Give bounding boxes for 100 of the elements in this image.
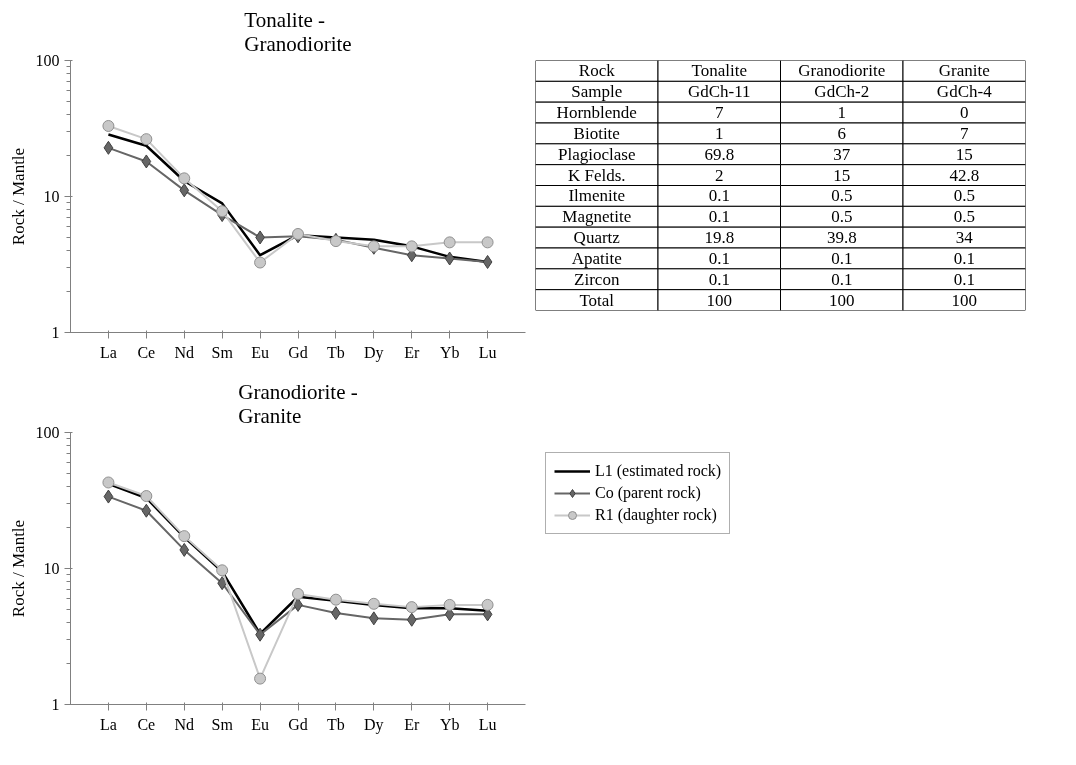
point	[405, 240, 418, 253]
x-tick-label: Tb	[327, 715, 345, 733]
x-tick-label: Tb	[327, 343, 345, 361]
text: 15	[833, 165, 851, 185]
text: 0.1	[953, 248, 975, 268]
x-tick-label: Dy	[364, 343, 384, 362]
text: 0	[960, 103, 969, 123]
point	[216, 564, 229, 577]
point	[443, 598, 456, 611]
text: 1	[837, 103, 846, 123]
category-label: K Felds.	[567, 165, 626, 185]
point	[102, 119, 115, 132]
point	[140, 490, 153, 503]
y-tick-label: 100	[35, 52, 60, 69]
category-label: Tonalite	[691, 61, 747, 81]
y-tick-label: 10	[43, 560, 60, 577]
point	[254, 256, 267, 269]
text: 1	[715, 123, 724, 143]
category-label: Granite	[938, 61, 990, 81]
category-label: Zircon	[574, 269, 620, 289]
y-tick-label: 100	[35, 424, 60, 441]
point	[178, 530, 191, 543]
text: 0.1	[708, 248, 730, 268]
point	[406, 612, 417, 627]
text: 19.8	[704, 228, 735, 248]
x-tick-label: Eu	[251, 715, 269, 733]
text: 69.8	[704, 144, 735, 164]
point	[254, 672, 267, 685]
point	[102, 476, 115, 489]
text: 0.1	[708, 269, 730, 289]
text: 100	[829, 290, 855, 310]
text: 42.8	[949, 165, 980, 185]
text: 100	[706, 290, 732, 310]
point	[141, 503, 152, 518]
point	[367, 597, 380, 610]
x-tick-label: Eu	[251, 343, 269, 361]
x-tick-label: Yb	[439, 715, 460, 733]
y-tick-label: 1	[51, 696, 60, 713]
x-tick-label: Nd	[174, 343, 195, 361]
x-tick-label: Gd	[288, 343, 308, 361]
text: 7	[960, 123, 969, 143]
category-label: Apatite	[571, 248, 622, 268]
category-label: Hornblende	[556, 103, 637, 123]
x-tick-label: Sm	[211, 343, 234, 361]
point	[216, 205, 229, 218]
point	[329, 593, 342, 606]
text: 0.1	[831, 248, 853, 268]
text: 0.5	[953, 186, 975, 206]
text: 100	[951, 290, 977, 310]
point	[292, 587, 304, 600]
y-tick-label: 10	[43, 188, 60, 205]
category-label: Magnetite	[562, 207, 632, 227]
point	[481, 598, 494, 611]
x-tick-label: Lu	[478, 343, 497, 361]
x-tick-label: Er	[404, 715, 420, 733]
text: GdCh-4	[936, 82, 992, 102]
category-label: Quartz	[573, 228, 620, 248]
y-tick-label: 1	[51, 324, 60, 341]
text: 0.5	[953, 207, 975, 227]
x-tick-label: Lu	[478, 715, 497, 733]
text: 0.5	[831, 207, 853, 227]
text: 6	[837, 123, 846, 143]
point	[179, 542, 190, 557]
point	[178, 172, 191, 185]
point	[140, 133, 153, 146]
text: GdCh-2	[814, 82, 870, 102]
text: 7	[715, 103, 724, 123]
point	[482, 254, 493, 269]
x-tick-label: Dy	[364, 715, 384, 734]
point	[443, 236, 456, 249]
text: 15	[955, 144, 973, 164]
point	[481, 236, 494, 249]
text: 0.1	[708, 186, 730, 206]
legend-label: Co (parent rock)	[595, 484, 701, 502]
category-label: Ilmenite	[568, 186, 626, 206]
legend-label: R1 (daughter rock)	[595, 506, 717, 524]
x-tick-label: La	[99, 715, 117, 733]
point	[444, 251, 455, 266]
x-tick-label: Nd	[174, 715, 195, 733]
x-tick-label: Er	[404, 343, 420, 361]
y-axis-title: Rock / Mantle	[8, 147, 28, 246]
text: 0.5	[831, 186, 853, 206]
category-label: Biotite	[573, 123, 620, 143]
category-label: Plagioclase	[558, 144, 636, 164]
x-tick-label: Gd	[288, 715, 308, 733]
text: 2	[715, 165, 724, 185]
text: GdCh-11	[687, 82, 751, 102]
category-label: Granodiorite	[798, 61, 886, 81]
chart-title: Tonalite - Granodiorite	[244, 7, 352, 56]
text: 39.8	[826, 228, 857, 248]
text: 37	[833, 144, 851, 164]
text: 34	[955, 228, 973, 248]
chart-title: Granodiorite - Granite	[238, 379, 358, 428]
x-tick-label: Yb	[439, 343, 460, 361]
category-label: Rock	[578, 61, 616, 81]
legend-label: L1 (estimated rock)	[595, 462, 722, 480]
point	[103, 140, 114, 155]
y-axis-title: Rock / Mantle	[8, 519, 28, 618]
point	[179, 183, 190, 198]
text: 0.1	[953, 269, 975, 289]
